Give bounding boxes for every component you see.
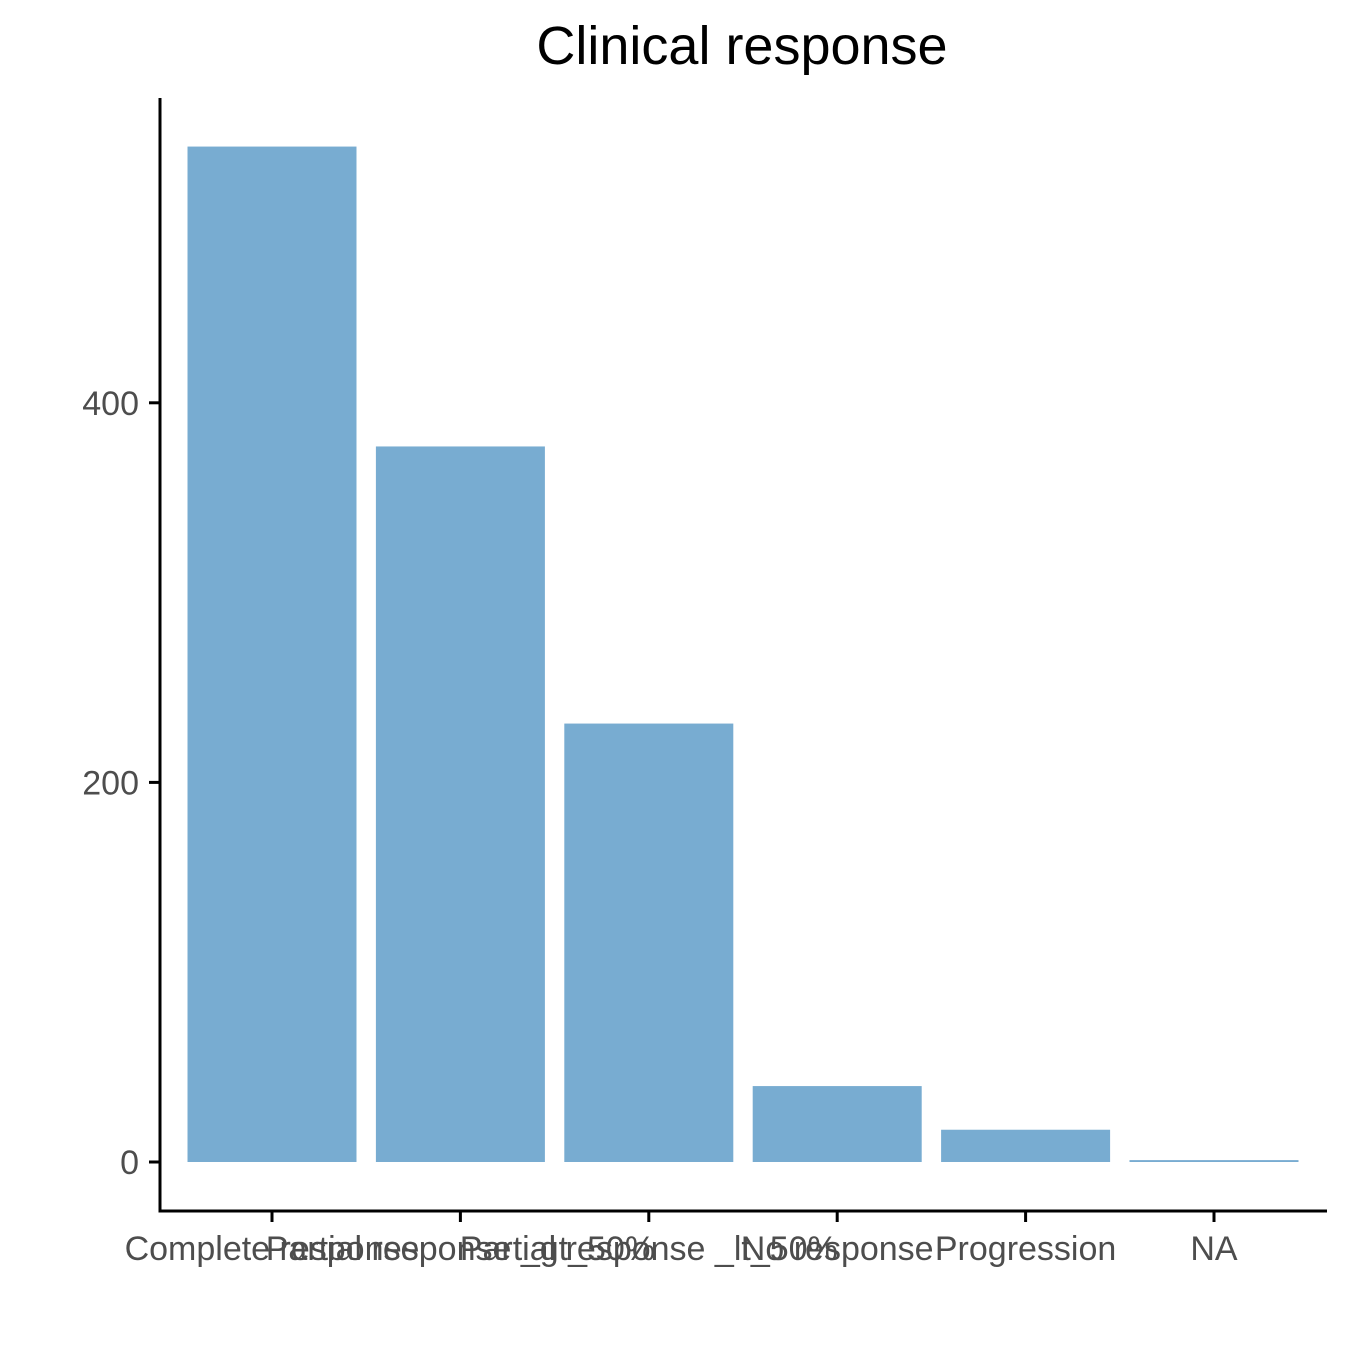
bars-group xyxy=(187,146,1299,1163)
x-tick-label-5: NA xyxy=(1190,1230,1238,1268)
x-tick-label-0: Complete response xyxy=(125,1230,420,1268)
x-tick-label-2: Partial response _lt_50% xyxy=(460,1230,838,1268)
chart-title: Clinical response xyxy=(536,16,947,76)
y-axis: 0 200 400 xyxy=(82,98,162,1212)
x-tick-label-3: No response xyxy=(741,1230,934,1268)
bar-1 xyxy=(375,446,545,1163)
bar-4 xyxy=(941,1129,1111,1162)
bar-5 xyxy=(1129,1160,1299,1162)
x-tick-label-4: Progression xyxy=(935,1230,1116,1268)
bar-3 xyxy=(752,1086,922,1162)
y-tick-label-1: 200 xyxy=(82,764,139,802)
bar-0 xyxy=(187,146,357,1162)
y-tick-label-2: 400 xyxy=(82,385,139,423)
bar-2 xyxy=(564,723,734,1162)
x-tick-label-1: Partial response _gt_50% xyxy=(266,1230,655,1268)
y-tick-label-0: 0 xyxy=(120,1144,139,1182)
